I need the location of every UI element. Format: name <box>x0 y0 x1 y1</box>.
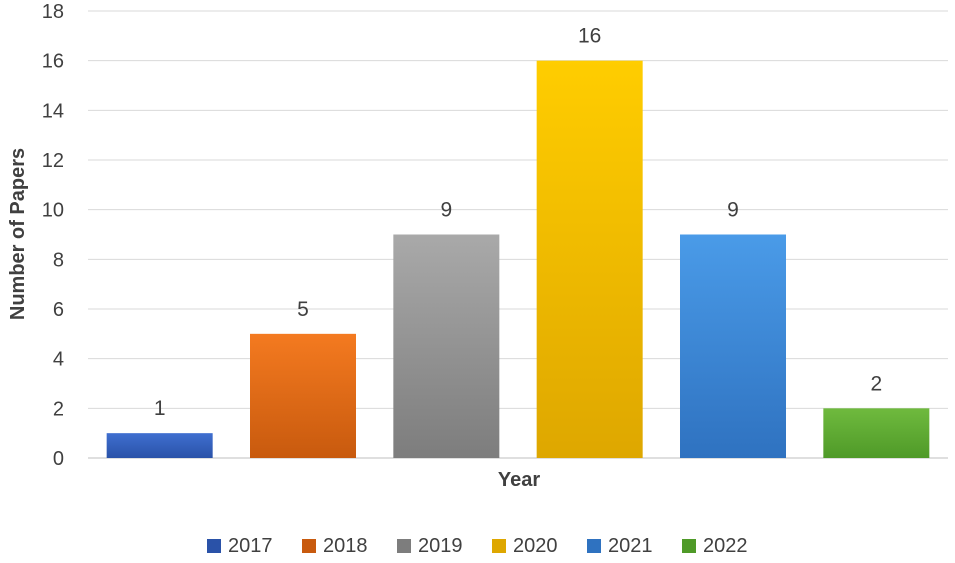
y-tick-label: 6 <box>53 299 64 321</box>
legend-label-2017: 2017 <box>228 535 273 557</box>
y-axis-ticks: 0 2 4 6 8 10 12 14 16 18 <box>42 1 64 470</box>
y-tick-label: 2 <box>53 398 64 420</box>
data-label-2020: 16 <box>578 25 601 48</box>
y-tick-label: 16 <box>42 51 64 73</box>
data-label-2021: 9 <box>727 199 739 222</box>
legend-label-2021: 2021 <box>608 535 653 557</box>
data-label-2019: 9 <box>440 199 452 222</box>
legend-swatch-2018 <box>302 539 316 553</box>
y-axis-title: Number of Papers <box>7 148 29 320</box>
data-label-2018: 5 <box>297 298 309 321</box>
bar-2022 <box>823 408 930 458</box>
y-tick-label: 14 <box>42 100 64 122</box>
bar-2018 <box>250 333 356 458</box>
data-label-2017: 1 <box>154 397 166 420</box>
legend-label-2022: 2022 <box>703 535 748 557</box>
legend-swatch-2022 <box>682 539 696 553</box>
x-axis-title: Year <box>498 469 540 491</box>
y-tick-label: 0 <box>53 448 64 470</box>
legend-swatch-2020 <box>492 539 506 553</box>
legend-swatch-2017 <box>207 539 221 553</box>
y-tick-label: 18 <box>42 1 64 23</box>
legend-swatch-2021 <box>587 539 601 553</box>
y-tick-label: 12 <box>42 150 64 172</box>
legend-label-2019: 2019 <box>418 535 463 557</box>
bar-2019 <box>393 234 500 458</box>
y-tick-label: 8 <box>53 249 64 271</box>
legend: 2017 2018 2019 2020 2021 2022 <box>207 535 748 557</box>
data-labels: 1 5 9 16 9 2 <box>154 25 882 420</box>
gridlines <box>88 10 948 459</box>
data-label-2022: 2 <box>870 372 882 395</box>
bar-2021 <box>680 234 786 458</box>
bars <box>106 60 930 459</box>
bar-2017 <box>106 433 213 458</box>
bar-2020 <box>536 60 643 459</box>
y-tick-label: 10 <box>42 200 64 222</box>
legend-label-2018: 2018 <box>323 535 368 557</box>
y-tick-label: 4 <box>53 349 64 371</box>
legend-label-2020: 2020 <box>513 535 558 557</box>
legend-swatch-2019 <box>397 539 411 553</box>
